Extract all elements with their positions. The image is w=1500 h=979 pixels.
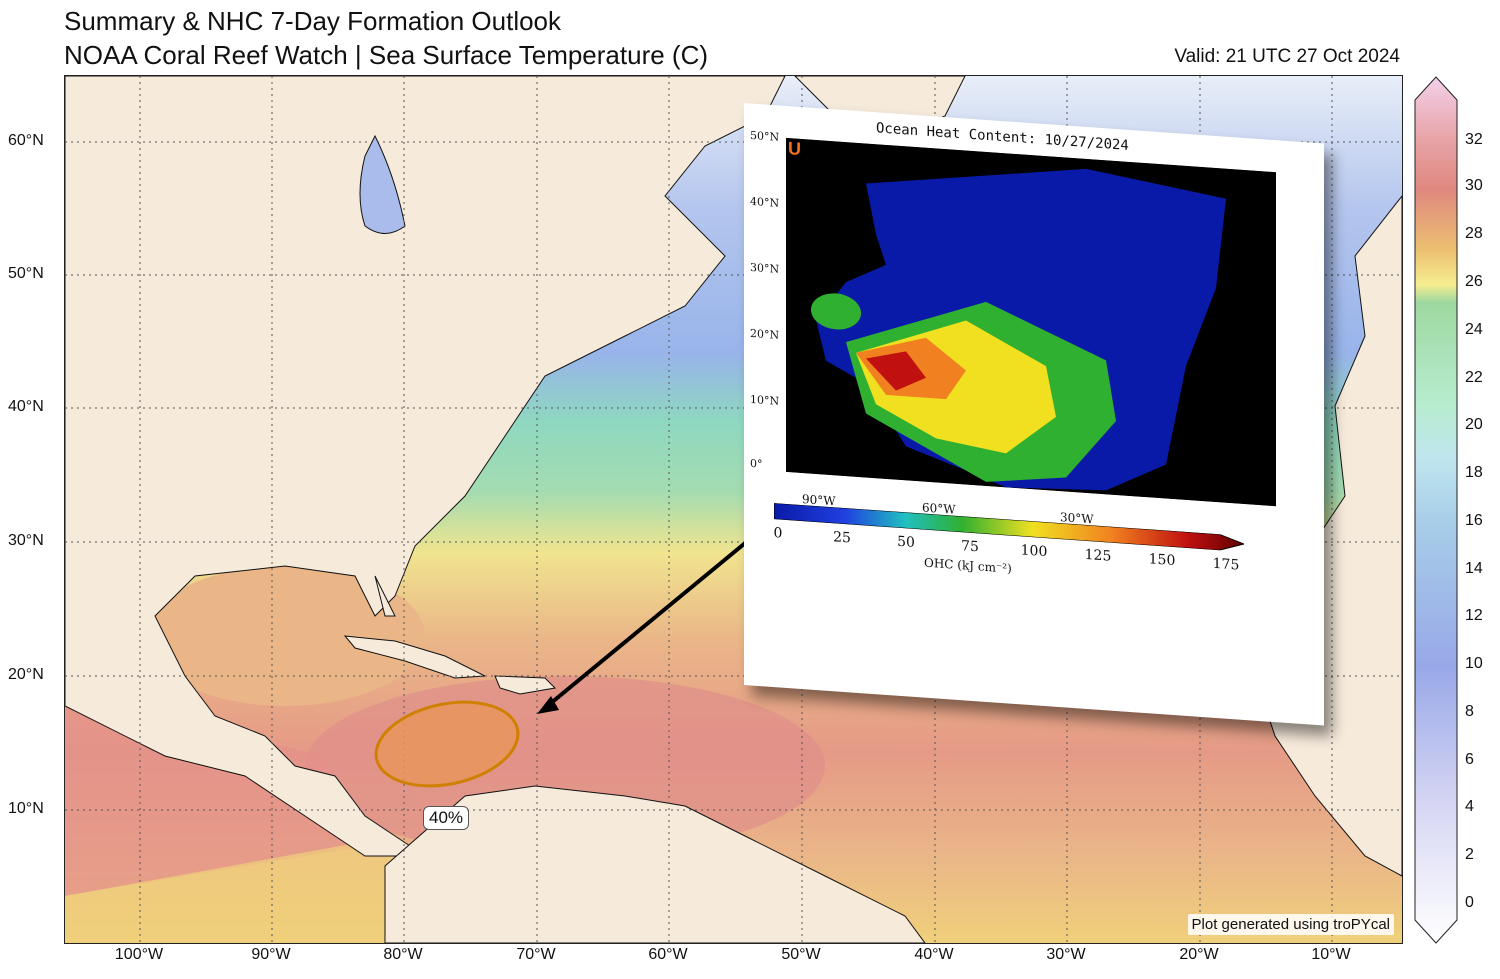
cbar-tick: 14 <box>1465 560 1483 577</box>
south-america-land <box>384 785 926 943</box>
cbar-tick: 12 <box>1465 607 1483 624</box>
outlook-probability-label: 40% <box>423 806 470 830</box>
lon-label-20w: 20°W <box>1179 946 1219 963</box>
ohc-cbar-tick: 175 <box>1212 555 1240 574</box>
cbar-tick: 8 <box>1465 703 1474 720</box>
ohc-lat-label: 0° <box>750 456 763 471</box>
cbar-tick: 26 <box>1465 273 1483 290</box>
cbar-tick: 32 <box>1465 131 1483 148</box>
ohc-cbar-tick: 150 <box>1148 551 1176 570</box>
ohc-inset: Ocean Heat Content: 10/27/2024 U 50°N 40… <box>744 103 1324 726</box>
lon-label-30w: 30°W <box>1046 946 1086 963</box>
chart-subtitle: NOAA Coral Reef Watch | Sea Surface Temp… <box>64 40 709 70</box>
lat-label-10: 10°N <box>8 800 44 817</box>
cbar-tick: 28 <box>1465 225 1483 242</box>
lat-label-20: 20°N <box>8 666 44 683</box>
cbar-tick: 0 <box>1465 894 1474 911</box>
ohc-map <box>786 137 1276 507</box>
lon-label-90w: 90°W <box>251 946 291 963</box>
cbar-tick: 16 <box>1465 512 1483 529</box>
ohc-cbar-tick: 75 <box>961 538 979 556</box>
ohc-lat-label: 40°N <box>750 194 780 210</box>
lon-label-70w: 70°W <box>516 946 556 963</box>
cbar-tick: 24 <box>1465 321 1483 338</box>
cbar-tick: 30 <box>1465 177 1483 194</box>
ohc-lat-label: 30°N <box>750 260 780 276</box>
cbar-tick: 2 <box>1465 846 1474 863</box>
ohc-lat-label: 10°N <box>750 392 780 408</box>
cbar-tick: 10 <box>1465 655 1483 672</box>
outlook-area <box>374 700 520 788</box>
chart-title: Summary & NHC 7-Day Formation Outlook <box>64 6 562 36</box>
lat-label-50: 50°N <box>8 265 44 282</box>
lon-label-100w: 100°W <box>114 946 164 963</box>
cbar-tick: 18 <box>1465 464 1483 481</box>
ohc-cbar-tick: 100 <box>1020 542 1048 561</box>
lat-label-40: 40°N <box>8 398 44 415</box>
lat-label-60: 60°N <box>8 132 44 149</box>
ohc-lat-label: 20°N <box>750 326 780 342</box>
ohc-cbar-tick: 125 <box>1084 546 1112 565</box>
cbar-tick: 22 <box>1465 369 1483 386</box>
ohc-cbar-tick: 25 <box>833 529 851 547</box>
credit-text: Plot generated using troPYcal <box>1187 914 1394 935</box>
lon-label-10w: 10°W <box>1311 946 1351 963</box>
ohc-cbar-tick: 50 <box>897 533 915 551</box>
valid-time: Valid: 21 UTC 27 Oct 2024 <box>1174 46 1400 67</box>
cbar-tick: 6 <box>1465 751 1474 768</box>
ohc-lat-label: 50°N <box>750 128 780 144</box>
sst-colorbar <box>1410 75 1500 945</box>
cbar-tick: 20 <box>1465 416 1483 433</box>
lon-label-80w: 80°W <box>383 946 423 963</box>
ohc-card: Ocean Heat Content: 10/27/2024 U 50°N 40… <box>744 103 1324 726</box>
ohc-colorbar <box>773 502 1246 552</box>
lon-label-60w: 60°W <box>648 946 688 963</box>
north-america-land <box>65 76 786 857</box>
lat-label-30: 30°N <box>8 532 44 549</box>
sst-field <box>65 76 1402 943</box>
lon-label-50w: 50°W <box>781 946 821 963</box>
cbar-tick: 4 <box>1465 798 1474 815</box>
um-logo: U <box>788 138 801 159</box>
ohc-cbar-tick: 0 <box>773 525 783 542</box>
ohc-cbar-label: OHC (kJ cm⁻²) <box>924 555 1012 576</box>
lon-label-40w: 40°W <box>914 946 954 963</box>
